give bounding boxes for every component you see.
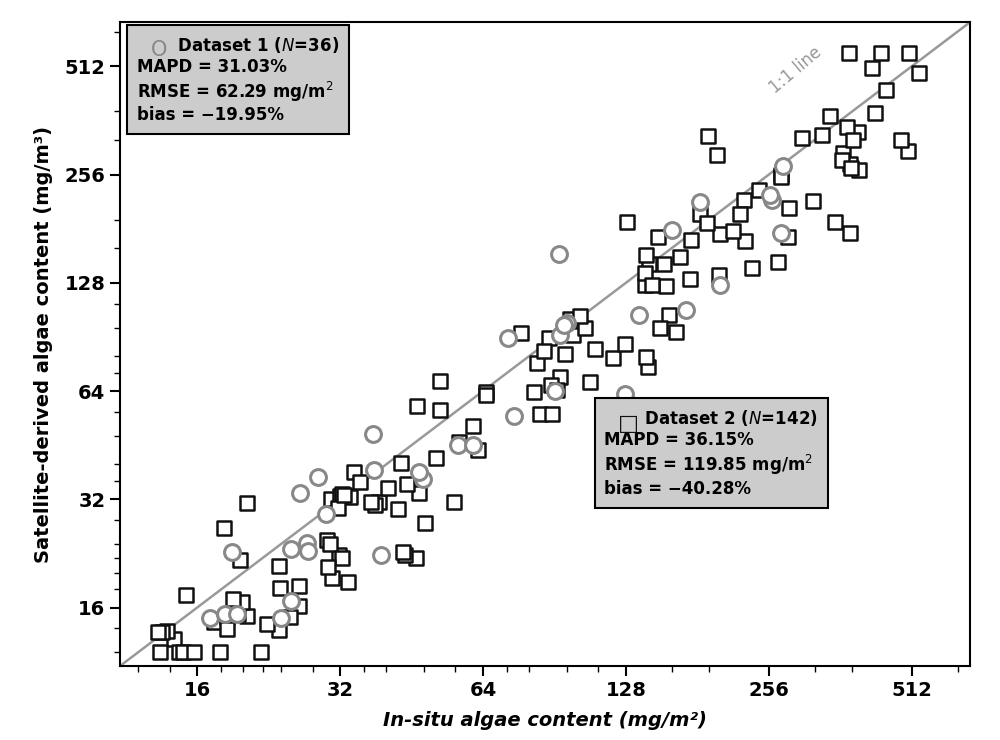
- Point: [171, 647, 187, 659]
- Point: [331, 550, 347, 562]
- Point: [678, 304, 694, 316]
- Point: [253, 647, 269, 659]
- Point: [323, 493, 339, 505]
- Point: [775, 161, 791, 172]
- Point: [330, 502, 346, 514]
- Point: [762, 189, 778, 201]
- Point: [230, 608, 246, 620]
- Point: [432, 375, 448, 387]
- Point: [506, 410, 522, 422]
- Point: [834, 154, 850, 166]
- Point: [239, 497, 255, 508]
- Point: [773, 227, 789, 239]
- Point: [565, 329, 581, 341]
- Point: [864, 62, 880, 74]
- Point: [320, 561, 336, 573]
- Point: [652, 322, 668, 334]
- Point: [224, 546, 240, 558]
- Point: [367, 499, 383, 511]
- Point: [150, 626, 166, 638]
- Point: [322, 538, 338, 550]
- Point: [709, 149, 725, 161]
- Point: [380, 482, 396, 494]
- Point: [736, 194, 752, 206]
- Y-axis label: Satellite-derived algae content (mg/m³): Satellite-derived algae content (mg/m³): [34, 126, 53, 562]
- Point: [577, 322, 593, 334]
- Point: [781, 201, 797, 213]
- Point: [773, 172, 789, 184]
- Point: [409, 400, 425, 411]
- Point: [259, 618, 275, 630]
- Point: [500, 332, 516, 344]
- Point: [647, 431, 663, 443]
- Point: [428, 452, 444, 464]
- Point: [291, 580, 307, 592]
- Point: [640, 360, 656, 372]
- Point: [780, 231, 796, 243]
- Point: [544, 408, 560, 420]
- Point: [415, 473, 431, 485]
- Point: [732, 208, 748, 220]
- Point: [397, 549, 413, 561]
- Point: [232, 554, 248, 566]
- Point: [390, 503, 406, 515]
- Point: [408, 551, 424, 563]
- Point: [324, 573, 340, 585]
- Point: [549, 384, 565, 396]
- Point: [283, 596, 299, 608]
- Point: [352, 477, 368, 488]
- Point: [310, 471, 326, 483]
- Point: [450, 440, 466, 451]
- Point: [336, 489, 352, 501]
- Point: [363, 497, 379, 508]
- Point: [465, 420, 481, 431]
- Point: [751, 184, 767, 196]
- Point: [291, 599, 307, 611]
- Point: [552, 329, 568, 340]
- Point: [541, 332, 557, 344]
- Point: [641, 258, 657, 269]
- Point: [547, 385, 563, 397]
- Point: [842, 226, 858, 238]
- Point: [617, 338, 633, 350]
- Point: [299, 536, 315, 548]
- Point: [470, 444, 486, 456]
- Point: [283, 543, 299, 555]
- Point: [668, 326, 684, 338]
- Point: [911, 67, 927, 79]
- Text: Dataset 1 ($\it{N}$=36)
MAPD = 31.03%
RMSE = 62.29 mg/m$^{2}$
bias = −19.95%: Dataset 1 ($\it{N}$=36) MAPD = 31.03% RM…: [137, 35, 339, 124]
- Point: [711, 269, 727, 281]
- Point: [217, 608, 233, 620]
- Point: [334, 488, 350, 500]
- Point: [644, 279, 660, 291]
- Point: [239, 610, 255, 622]
- Point: [794, 132, 810, 144]
- Point: [159, 625, 175, 636]
- Point: [152, 647, 168, 659]
- Point: [638, 249, 654, 260]
- Point: [814, 130, 830, 141]
- Point: [300, 545, 316, 557]
- Point: [835, 147, 851, 158]
- Point: [216, 522, 232, 534]
- Point: [529, 357, 545, 369]
- Point: [878, 84, 894, 96]
- Point: [271, 624, 287, 636]
- Point: [340, 576, 356, 588]
- Point: [650, 231, 666, 243]
- Point: [526, 386, 542, 397]
- Point: [178, 589, 194, 601]
- Point: [543, 379, 559, 391]
- Point: [661, 309, 677, 320]
- Point: [556, 320, 572, 332]
- Point: [334, 553, 350, 565]
- Point: [617, 388, 633, 400]
- Point: [212, 646, 228, 658]
- Point: [656, 258, 672, 270]
- Point: [395, 546, 411, 558]
- Point: [692, 208, 708, 220]
- Point: [399, 478, 415, 490]
- Text: Dataset 2 ($\it{N}$=142)
MAPD = 36.15%
RMSE = 119.85 mg/m$^{2}$
bias = −40.28%: Dataset 2 ($\it{N}$=142) MAPD = 36.15% R…: [604, 408, 818, 498]
- Point: [219, 623, 235, 635]
- Point: [770, 257, 786, 269]
